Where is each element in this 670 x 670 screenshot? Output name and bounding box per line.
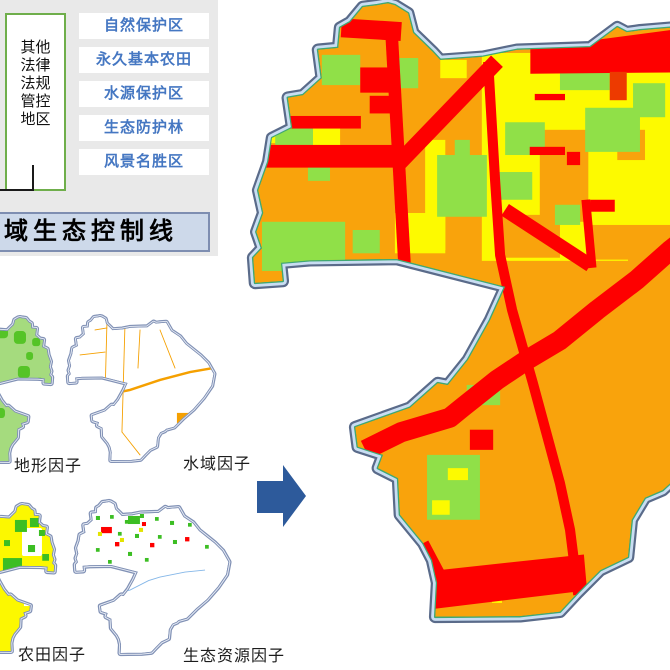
legend-item-eco-forest: 生态防护林 <box>79 115 209 141</box>
eco-factor-label: 生态资源因子 <box>183 648 286 665</box>
connector-line-horizontal <box>0 189 34 191</box>
farmland-factor-label: 农田因子 <box>18 647 87 664</box>
process-arrow-icon <box>257 465 306 527</box>
law-box-line: 地区 <box>20 111 51 128</box>
banner-text: 域生态控制线 <box>4 218 178 245</box>
legend-item-basic-farmland: 永久基本农田 <box>79 47 209 73</box>
legend-item-water-source: 水源保护区 <box>79 81 209 107</box>
law-box-line: 法律 <box>20 57 51 74</box>
suitability-patches <box>253 3 670 617</box>
result-map <box>250 3 670 617</box>
law-box-line: 管控 <box>20 93 51 110</box>
terrain-factor-map <box>0 318 51 461</box>
farmland-factor-map <box>0 505 54 651</box>
legend-item-scenic-area: 风景名胜区 <box>79 149 209 175</box>
terrain-factor-label: 地形因子 <box>14 458 83 475</box>
legend-item-nature-reserve: 自然保护区 <box>79 13 209 39</box>
water-factor-label: 水域因子 <box>183 456 252 473</box>
law-control-box: 其他 法律 法规 管控 地区 <box>5 13 66 191</box>
water-factor-map <box>69 317 214 460</box>
connector-line-vertical <box>32 165 34 190</box>
eco-resource-factor-map <box>76 502 229 653</box>
law-box-line: 法规 <box>20 75 51 92</box>
control-line-banner: 域生态控制线 <box>0 212 210 252</box>
law-box-line: 其他 <box>20 39 51 56</box>
